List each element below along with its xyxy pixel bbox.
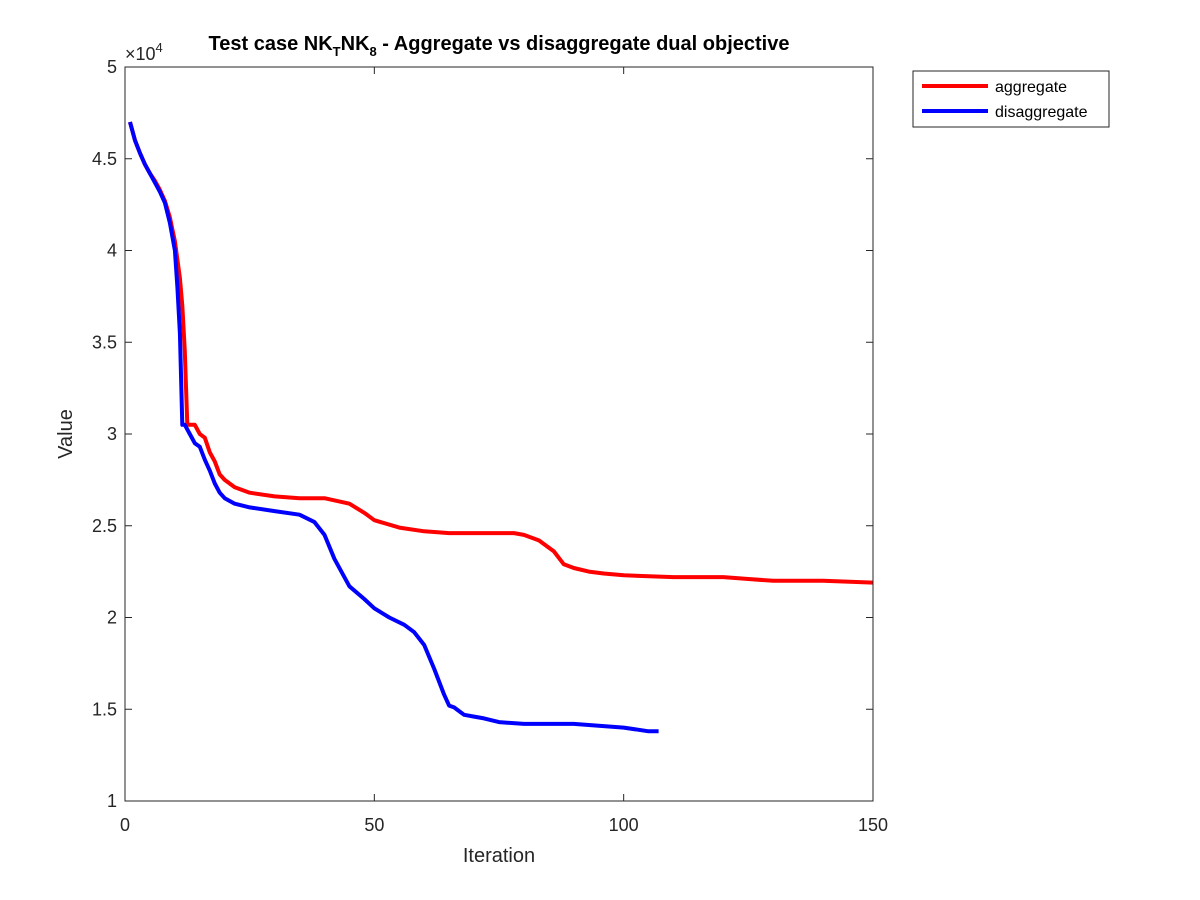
x-axis-label: Iteration <box>463 845 535 867</box>
legend-label-aggregate: aggregate <box>995 79 1067 96</box>
legend-box <box>912 70 1110 128</box>
legend-label-disaggregate: disaggregate <box>995 104 1088 121</box>
y-axis-label: Value <box>55 409 77 459</box>
y-tick-label-5: 3.5 <box>92 332 117 352</box>
x-axis-ticks: 0 50 100 150 <box>120 67 888 835</box>
x-tick-label-0: 0 <box>120 815 130 835</box>
plot-area <box>125 67 873 801</box>
y-tick-label-7: 4.5 <box>92 149 117 169</box>
y-tick-label-8: 5 <box>107 57 117 77</box>
y-tick-label-4: 3 <box>107 424 117 444</box>
x-tick-label-3: 150 <box>858 815 888 835</box>
legend: aggregate disaggregate <box>912 70 1110 128</box>
chart-title: Test case NKTNK8 - Aggregate vs disaggre… <box>209 33 790 59</box>
y-tick-label-0: 1 <box>107 791 117 811</box>
y-axis-ticks: 1 1.5 2 2.5 3 3.5 4 4.5 5 <box>92 57 873 811</box>
y-exponent-label: ×104 <box>125 40 163 64</box>
x-tick-label-2: 100 <box>609 815 639 835</box>
y-tick-label-2: 2 <box>107 608 117 628</box>
series-layer <box>128 121 874 734</box>
y-tick-label-1: 1.5 <box>92 699 117 719</box>
x-tick-label-1: 50 <box>364 815 384 835</box>
y-tick-label-3: 2.5 <box>92 516 117 536</box>
y-tick-label-6: 4 <box>107 241 117 261</box>
series-line-disaggregate <box>128 121 659 734</box>
